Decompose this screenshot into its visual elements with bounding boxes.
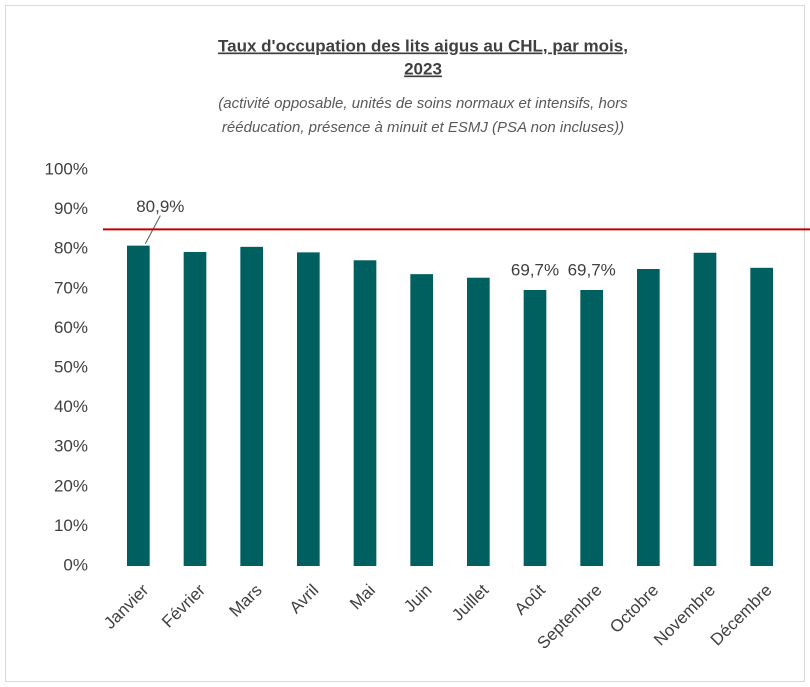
bar [127, 245, 150, 567]
bar [410, 274, 433, 566]
y-tick-label: 60% [54, 318, 88, 337]
data-label: 80,9% [136, 197, 184, 216]
bar [353, 260, 377, 566]
y-tick-label: 70% [54, 278, 88, 297]
y-tick-label: 10% [54, 516, 88, 535]
bar [580, 289, 603, 566]
y-tick-label: 0% [63, 555, 88, 574]
chart-subtitle: (activité opposable, unités de soins nor… [218, 95, 628, 112]
y-tick-label: 80% [54, 239, 88, 258]
y-tick-label: 20% [54, 476, 88, 495]
bar [637, 269, 660, 566]
data-label: 69,7% [568, 260, 616, 279]
bar [240, 246, 263, 566]
chart-title: Taux d'occupation des lits aigus au CHL,… [218, 36, 628, 55]
bar [693, 252, 717, 566]
bar [750, 267, 773, 566]
data-label: 69,7% [511, 260, 559, 279]
chart-title: 2023 [404, 59, 442, 78]
y-tick-label: 100% [45, 159, 88, 178]
bar [183, 251, 207, 567]
y-tick-label: 90% [54, 199, 88, 218]
y-tick-label: 40% [54, 397, 88, 416]
y-tick-label: 30% [54, 437, 88, 456]
bar [523, 289, 547, 566]
bar [467, 277, 490, 566]
chart-subtitle: rééducation, présence à minuit et ESMJ (… [222, 119, 624, 136]
bar [297, 252, 320, 567]
y-tick-label: 50% [54, 357, 88, 376]
